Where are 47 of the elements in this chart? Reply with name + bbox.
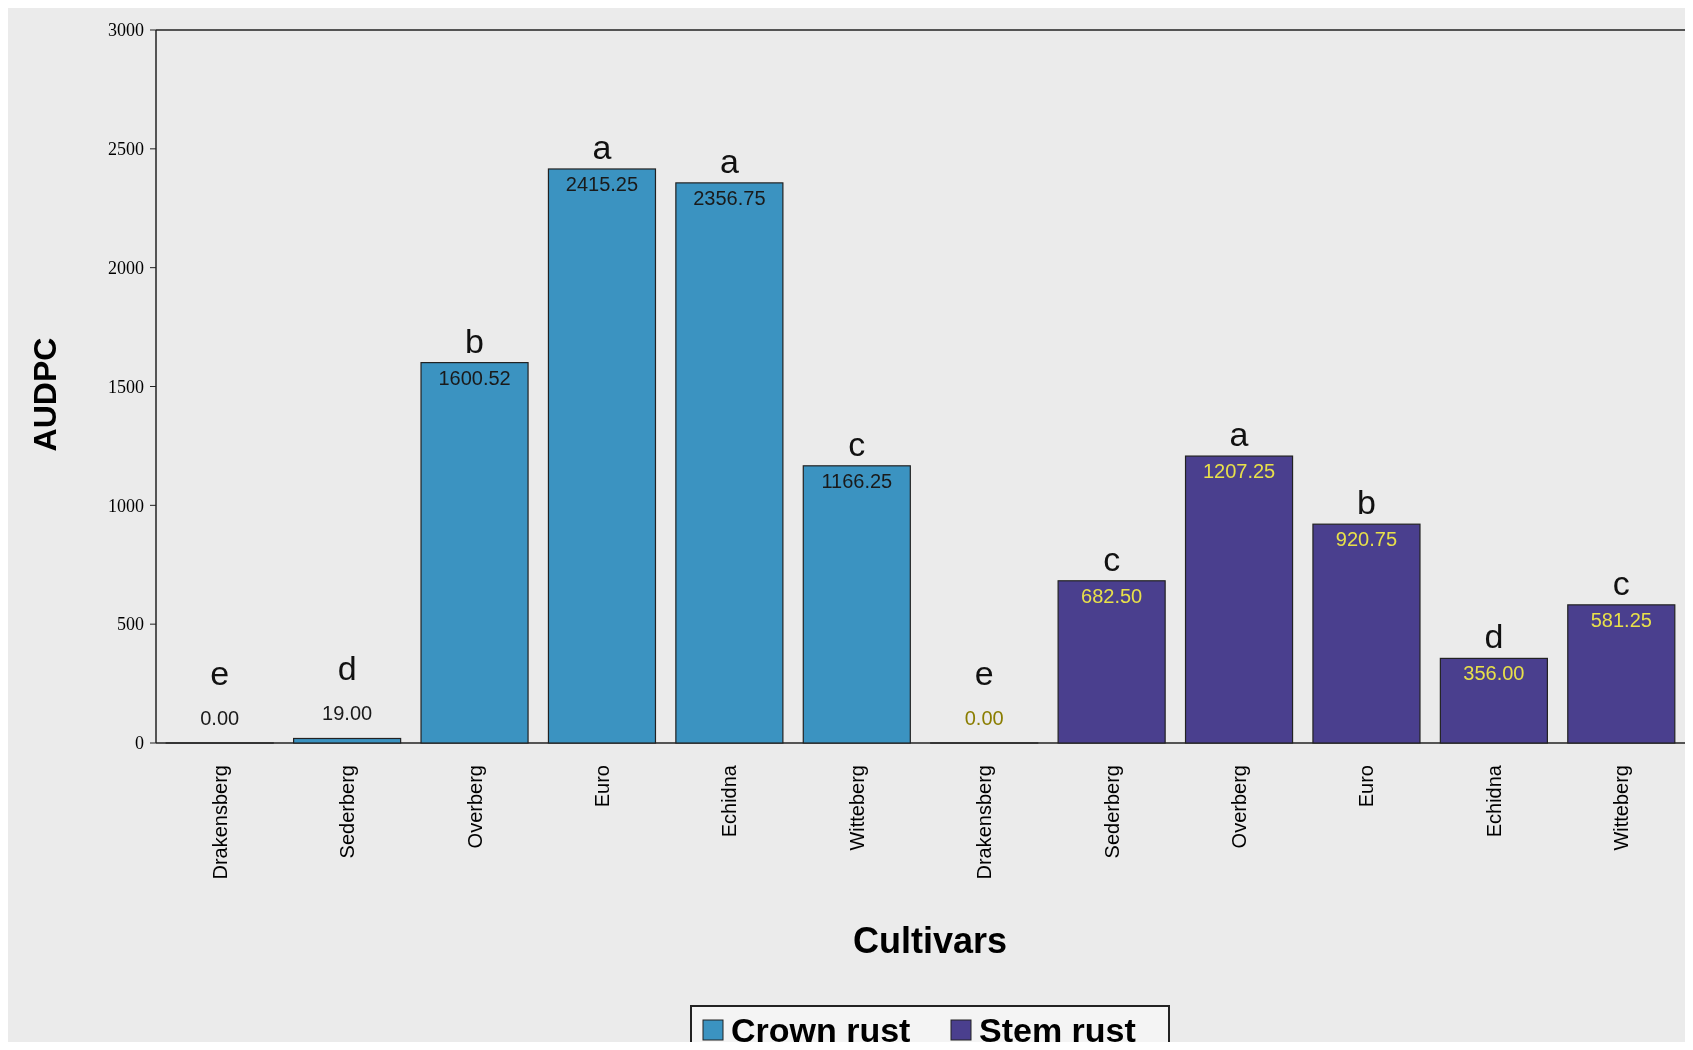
annotation: b [465, 321, 484, 360]
annotation: e [974, 654, 994, 692]
x-tick-label: Overberg [1228, 765, 1251, 849]
data-label: 581.25 [1590, 608, 1652, 631]
data-label: 2356.75 [693, 186, 766, 209]
x-tick-label: Witteberg [845, 765, 868, 851]
y-tick-label: 500 [117, 614, 144, 635]
x-tick-label: Sederberg [336, 765, 359, 859]
x-tick-label: Sederberg [1100, 765, 1123, 859]
data-label: 920.75 [1335, 528, 1398, 551]
y-tick-label: 2500 [108, 139, 144, 160]
x-tick-label: Echidna [1482, 764, 1505, 838]
y-tick-label: 1500 [108, 376, 144, 397]
legend-label: Stem rust [979, 1011, 1136, 1049]
data-label: 1600.52 [438, 366, 511, 389]
data-label: 682.50 [1081, 584, 1143, 607]
x-tick-label: Drakensberg [973, 765, 996, 880]
y-tick-label: 3000 [108, 20, 144, 41]
data-label: 19.00 [322, 702, 373, 725]
y-tick-label: 2000 [108, 257, 144, 278]
legend-label: Crown rust [731, 1011, 911, 1049]
y-tick-label: 0 [135, 733, 144, 754]
x-tick-label: Echidna [718, 764, 741, 838]
data-label: 1166.25 [821, 469, 893, 492]
data-label: 2415.25 [565, 172, 639, 195]
data-label: 0.00 [964, 707, 1004, 729]
annotation: d [1484, 617, 1504, 656]
y-axis-title: AUDPC [27, 337, 63, 452]
annotation: c [848, 424, 866, 463]
x-tick-label: Drakensberg [208, 765, 231, 880]
annotation: e [210, 654, 230, 692]
annotation: c [1103, 539, 1121, 578]
x-axis-title: Cultivars [852, 920, 1008, 961]
x-tick-label: Witteberg [1610, 765, 1633, 851]
annotation: b [1357, 483, 1376, 522]
annotation: a [1229, 415, 1249, 454]
annotation: c [1612, 563, 1630, 602]
annotation: a [592, 127, 612, 166]
data-label: 0.00 [200, 707, 240, 729]
annotation: a [719, 141, 739, 180]
data-label: 1207.25 [1202, 460, 1276, 483]
annotation: d [337, 649, 357, 688]
y-tick-label: 1000 [108, 495, 144, 516]
data-label: 356.00 [1463, 662, 1525, 685]
x-tick-label: Euro [590, 765, 613, 808]
x-tick-label: Euro [1355, 765, 1378, 808]
x-tick-label: Overberg [463, 765, 486, 849]
